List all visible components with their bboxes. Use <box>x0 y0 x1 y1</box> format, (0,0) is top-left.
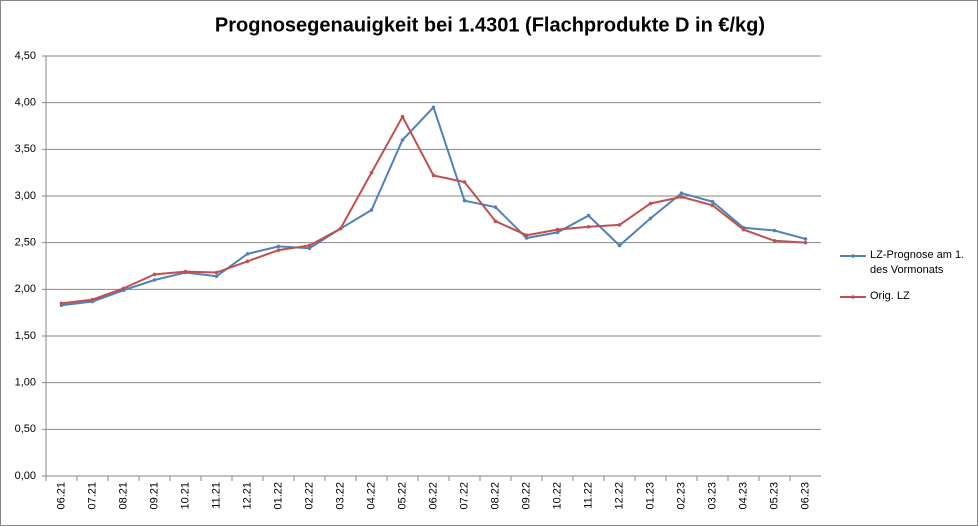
x-tick-label: 03.22 <box>334 482 346 510</box>
point <box>338 226 343 231</box>
y-tick-label: 3,00 <box>15 190 36 202</box>
point <box>586 213 591 218</box>
y-tick-label: 0,50 <box>15 423 36 435</box>
point <box>679 191 684 195</box>
point <box>276 244 281 249</box>
point <box>431 173 436 178</box>
y-tick-label: 4,00 <box>15 97 36 109</box>
x-tick-label: 09.22 <box>520 482 532 510</box>
x-tick-label: 11.21 <box>210 482 222 509</box>
point <box>152 272 157 277</box>
x-tick-label: 02.22 <box>303 482 315 510</box>
point <box>648 201 653 206</box>
x-tick-label: 06.22 <box>427 482 439 510</box>
point <box>772 228 777 233</box>
x-tick-label: 03.23 <box>706 482 718 510</box>
point <box>803 237 808 241</box>
y-tick-label: 0,00 <box>15 470 36 482</box>
x-tick-label: 06.21 <box>55 482 67 510</box>
point <box>772 239 777 243</box>
y-tick-label: 4,50 <box>15 50 36 62</box>
y-tick-label: 3,50 <box>15 143 36 155</box>
point <box>493 205 498 209</box>
point <box>524 236 529 240</box>
point <box>400 138 405 142</box>
point <box>369 170 374 175</box>
point <box>679 195 684 199</box>
point <box>214 270 219 275</box>
x-tick-label: 08.22 <box>489 482 501 510</box>
point <box>803 240 808 245</box>
point <box>276 248 281 252</box>
point <box>617 243 622 248</box>
x-tick-label: 01.23 <box>644 482 656 510</box>
legend-marker <box>851 254 855 258</box>
x-tick-label: 04.22 <box>365 482 377 510</box>
point <box>741 227 746 232</box>
legend-marker <box>851 295 855 299</box>
x-tick-label: 09.21 <box>148 482 160 510</box>
x-tick-label: 08.21 <box>117 482 129 510</box>
y-tick-label: 1,00 <box>15 377 36 389</box>
chart-title: Prognosegenauigkeit bei 1.4301 (Flachpro… <box>215 14 765 36</box>
point <box>307 246 312 251</box>
point <box>462 198 467 203</box>
point <box>59 301 64 306</box>
point <box>586 225 591 229</box>
point <box>245 259 250 264</box>
x-tick-label: 01.22 <box>272 482 284 510</box>
y-tick-label: 2,50 <box>15 237 36 249</box>
point <box>462 180 467 184</box>
x-tick-label: 07.22 <box>458 482 470 510</box>
point <box>431 105 436 110</box>
point <box>524 233 529 237</box>
legend-label: Orig. LZ <box>870 290 910 302</box>
point <box>245 252 250 256</box>
x-tick-label: 11.22 <box>582 482 594 509</box>
y-tick-label: 2,00 <box>15 283 36 295</box>
point <box>121 286 126 291</box>
point <box>307 243 312 248</box>
x-tick-label: 10.22 <box>551 482 563 510</box>
legend-label: LZ-Prognose am 1. des Vormonats <box>870 249 965 276</box>
x-tick-label: 04.23 <box>737 482 749 510</box>
x-tick-label: 05.23 <box>768 482 780 510</box>
point <box>617 223 622 227</box>
point <box>710 203 715 208</box>
point <box>710 199 715 204</box>
point <box>555 230 560 235</box>
x-tick-label: 06.23 <box>799 482 811 510</box>
point <box>152 278 157 282</box>
x-tick-label: 10.21 <box>179 482 191 510</box>
x-tick-label: 07.21 <box>86 482 98 510</box>
point <box>648 216 653 221</box>
x-tick-label: 12.21 <box>241 482 253 510</box>
x-tick-label: 12.22 <box>613 482 625 510</box>
y-tick-label: 1,50 <box>15 330 36 342</box>
point <box>90 297 95 302</box>
point <box>183 269 188 274</box>
point <box>555 227 560 232</box>
point <box>400 114 405 119</box>
x-tick-label: 05.22 <box>396 482 408 510</box>
point <box>493 219 498 223</box>
point <box>369 208 374 212</box>
x-tick-label: 02.23 <box>675 482 687 510</box>
point <box>214 274 219 279</box>
